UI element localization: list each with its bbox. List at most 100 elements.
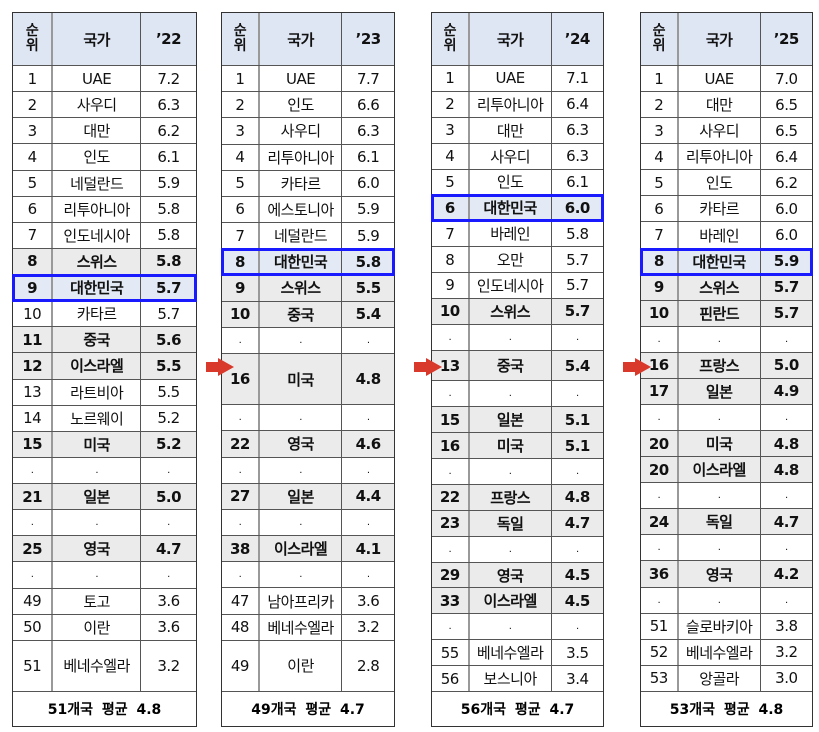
arrow-right-icon (623, 358, 651, 376)
table-row-ellipsis: ... (641, 405, 812, 432)
table-row: 9 스위스 5.5 (222, 275, 394, 302)
table-row-ellipsis: ... (13, 562, 196, 589)
country-cell: . (679, 405, 761, 431)
score-cell: 6.3 (356, 121, 380, 140)
rank-cell: 55 (432, 640, 470, 666)
table-header: 순 위 국가 ’22 (13, 13, 196, 66)
country-cell: 바레인 (470, 221, 552, 247)
rank-cell: . (432, 381, 470, 407)
rank-cell: 9 (222, 275, 260, 301)
table-row: 9 스위스 5.7 (641, 274, 812, 301)
rank-cell: 3 (641, 118, 679, 144)
country-cell: 인도 (53, 144, 142, 170)
rank-cell: 16 (222, 353, 260, 405)
rank-cell: 51 (641, 613, 679, 639)
rank-cell: 13 (13, 379, 54, 405)
country-cell: 인도 (470, 169, 552, 195)
rank-cell: 6 (222, 196, 260, 223)
country-cell: . (470, 614, 552, 640)
rank-cell: 36 (641, 561, 679, 587)
table-row: 6 카타르 6.0 (641, 196, 812, 223)
score-cell: . (167, 464, 170, 476)
rank-cell: 10 (222, 301, 260, 327)
table-header: 순 위 국가 ’25 (641, 13, 812, 66)
table-row-ellipsis: ... (432, 381, 603, 408)
score-cell: 5.5 (157, 383, 180, 402)
score-cell: 4.8 (773, 460, 800, 479)
rank-cell: . (222, 405, 260, 431)
rank-cell: . (641, 326, 679, 352)
ranking-table-23: 순 위 국가 ’23 1 UAE 7.7 2 인도 6.6 3 사우디 6.3 4 리투아니아 6.1 5 카타르… (221, 12, 395, 727)
rank-cell: 22 (222, 431, 260, 457)
rank-cell: 50 (13, 614, 54, 640)
table-row: 50 이란 3.6 (13, 614, 196, 641)
score-cell: . (575, 466, 579, 478)
score-cell: 7.7 (356, 69, 380, 88)
table-row: 55 베네수엘라 3.5 (432, 640, 603, 667)
score-cell: 5.0 (773, 356, 800, 375)
country-cell: 인도네시아 (53, 222, 142, 248)
country-cell: . (679, 483, 761, 509)
country-cell: 토고 (53, 588, 142, 614)
score-cell: 6.0 (775, 226, 798, 244)
rank-cell: 14 (13, 405, 54, 431)
table-row: 8 스위스 5.8 (13, 248, 196, 275)
country-cell: 네덜란드 (260, 223, 343, 249)
rank-cell: 38 (222, 536, 260, 562)
table-row: 29 영국 4.5 (432, 562, 603, 589)
rank-cell: 49 (13, 588, 54, 614)
table-row: 52 베네수엘라 3.2 (641, 639, 812, 666)
country-cell: . (679, 535, 761, 561)
country-cell: 일본 (470, 407, 552, 433)
table-row: 7 바레인 6.0 (641, 222, 812, 249)
score-cell: . (366, 516, 370, 528)
country-cell: 사우디 (260, 118, 343, 144)
table-row: 4 사우디 6.3 (432, 143, 603, 170)
country-cell: 베네수엘라 (53, 640, 142, 691)
table-row-ellipsis: ... (222, 405, 394, 432)
rank-cell: 15 (432, 407, 470, 433)
table-row: 3 사우디 6.5 (641, 118, 812, 145)
score-cell: . (167, 517, 170, 529)
table-row: 56 보스니아 3.4 (432, 666, 603, 692)
rank-cell: . (641, 483, 679, 509)
table-row: 16 미국 5.1 (432, 433, 603, 460)
table-row: 9 인도네시아 5.7 (432, 273, 603, 299)
table-row: 51 베네수엘라 3.2 (13, 640, 196, 692)
table-row: 33 이스라엘 4.5 (432, 588, 603, 615)
rank-cell: 9 (432, 273, 470, 298)
table-row: 3 대만 6.3 (432, 117, 603, 144)
country-cell: . (470, 459, 552, 484)
country-cell: 오만 (470, 247, 552, 272)
score-cell: 4.7 (564, 514, 591, 533)
score-cell: 6.3 (157, 95, 180, 114)
country-cell: 독일 (679, 509, 761, 535)
rank-cell: 3 (432, 117, 470, 143)
country-cell: 미국 (679, 431, 761, 457)
score-cell: 3.2 (356, 618, 380, 637)
country-cell: 이스라엘 (53, 353, 142, 379)
rank-cell: 8 (432, 247, 470, 272)
score-cell: 4.4 (355, 487, 382, 506)
rank-cell: 4 (13, 144, 54, 170)
country-cell: UAE (53, 66, 142, 92)
header-year: ’25 (773, 30, 800, 48)
rank-cell: . (222, 509, 260, 536)
rank-cell: 2 (13, 92, 54, 118)
country-cell: . (260, 457, 343, 483)
score-cell: 6.0 (564, 198, 591, 217)
rank-cell: 6 (641, 196, 679, 222)
rank-cell: 7 (432, 221, 470, 247)
country-cell: 리투아니아 (470, 91, 552, 117)
score-cell: . (784, 542, 788, 554)
rank-cell: 2 (641, 92, 679, 118)
country-cell: . (260, 562, 343, 588)
rank-cell: 1 (432, 66, 470, 91)
score-cell: 4.2 (773, 565, 800, 584)
header-country: 국가 (679, 13, 761, 65)
score-cell: 3.6 (356, 592, 380, 610)
rank-cell: 16 (641, 352, 679, 378)
country-cell: 슬로바키아 (679, 613, 761, 639)
score-cell: 7.0 (775, 69, 798, 88)
